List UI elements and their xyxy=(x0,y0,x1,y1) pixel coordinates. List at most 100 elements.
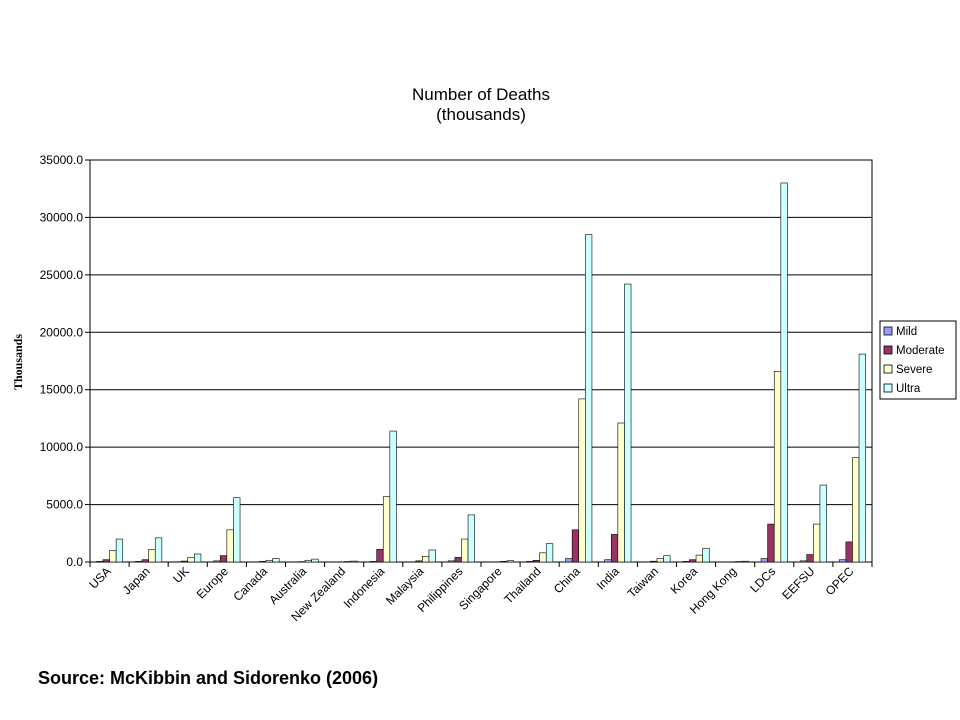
bar-mild-usa xyxy=(96,561,104,563)
legend-swatch xyxy=(883,326,893,336)
bar-severe-singapore xyxy=(500,561,508,563)
x-tick-label: Singapore xyxy=(456,564,505,613)
bar-ultra-australia xyxy=(311,558,319,563)
bar-mild-indonesia xyxy=(369,561,377,563)
bar-moderate-japan xyxy=(141,559,149,563)
chart-title: Number of Deaths xyxy=(412,85,550,104)
bar-severe-opec xyxy=(852,457,860,563)
bar-severe-usa xyxy=(109,550,117,563)
legend-box xyxy=(879,320,957,400)
bar-ultra-malaysia xyxy=(428,549,436,563)
x-tick-label: India xyxy=(594,564,623,593)
legend-swatch xyxy=(883,345,893,355)
y-tick-label: 15000.0 xyxy=(40,383,84,397)
x-tick-label: UK xyxy=(170,564,192,586)
legend-swatch xyxy=(883,364,893,374)
source-note: Source: McKibbin and Sidorenko (2006) xyxy=(38,668,379,688)
bar-moderate-ldcs xyxy=(767,523,775,563)
bar-ultra-new-zealand xyxy=(350,560,358,563)
bar-severe-china xyxy=(578,398,586,563)
y-tick-label: 0.0 xyxy=(66,555,83,569)
bar-moderate-india xyxy=(610,534,619,563)
y-tick-label: 30000.0 xyxy=(40,210,84,224)
bar-moderate-eefsu xyxy=(806,554,814,563)
bar-ultra-ldcs xyxy=(780,182,788,563)
x-tick-label: EEFSU xyxy=(779,564,817,602)
x-tick-label: USA xyxy=(86,564,113,591)
bar-mild-korea xyxy=(682,561,690,563)
bar-severe-japan xyxy=(148,549,156,563)
bar-ultra-hong-kong xyxy=(741,560,749,563)
bar-ultra-usa xyxy=(115,538,124,563)
x-tick-label: Indonesia xyxy=(341,564,388,611)
y-tick-label: 10000.0 xyxy=(40,440,84,454)
bar-severe-philippines xyxy=(461,538,469,563)
bar-mild-india xyxy=(604,559,612,563)
bar-ultra-eefsu xyxy=(819,484,827,563)
bar-moderate-uk xyxy=(180,560,189,563)
bar-mild-thailand xyxy=(526,561,534,563)
bar-mild-japan xyxy=(135,561,143,563)
bar-moderate-canada xyxy=(259,561,267,563)
bar-severe-australia xyxy=(304,559,312,563)
bar-moderate-korea xyxy=(689,559,697,563)
bar-moderate-malaysia xyxy=(415,560,423,563)
legend: Mild Moderate Severe Ultra xyxy=(879,320,957,400)
y-tick-label: 35000.0 xyxy=(40,153,84,167)
bar-mild-philippines xyxy=(447,560,456,563)
bar-ultra-thailand xyxy=(545,543,554,563)
bar-severe-thailand xyxy=(539,552,547,563)
bar-severe-malaysia xyxy=(422,555,430,563)
bar-severe-eefsu xyxy=(813,523,821,563)
bar-ultra-singapore xyxy=(506,560,515,563)
bar-ultra-japan xyxy=(154,537,163,563)
bar-mild-ldcs xyxy=(760,558,768,563)
bar-moderate-indonesia xyxy=(376,549,384,563)
legend-label: Ultra xyxy=(896,383,921,395)
legend-label: Mild xyxy=(896,326,917,338)
bar-ultra-china xyxy=(585,234,593,563)
bar-mild-opec xyxy=(838,559,847,563)
bar-ultra-europe xyxy=(233,497,241,563)
legend-label: Moderate xyxy=(896,345,945,357)
bar-severe-india xyxy=(617,422,625,563)
y-tick-label: 5000.0 xyxy=(46,498,83,512)
bar-ultra-opec xyxy=(858,353,866,563)
bar-severe-canada xyxy=(265,559,273,563)
bar-ultra-canada xyxy=(272,558,280,563)
bar-moderate-china xyxy=(571,529,580,563)
gridlines xyxy=(90,216,872,506)
x-tick-label: OPEC xyxy=(823,564,857,598)
bar-severe-korea xyxy=(695,554,703,563)
x-tick-label: Canada xyxy=(230,564,270,604)
bar-ultra-india xyxy=(624,283,632,563)
bar-ultra-indonesia xyxy=(389,430,397,563)
bars xyxy=(96,182,866,563)
bar-severe-indonesia xyxy=(382,496,391,563)
bar-moderate-opec xyxy=(845,541,853,563)
bar-severe-europe xyxy=(226,529,234,563)
x-tick-label: LDCs xyxy=(747,564,778,595)
bar-moderate-taiwan xyxy=(650,560,658,563)
x-tick-label: Thailand xyxy=(501,564,543,606)
legend-swatch xyxy=(883,383,893,393)
x-tick-label: China xyxy=(551,564,583,596)
legend-label: Severe xyxy=(896,364,932,376)
bar-ultra-uk xyxy=(194,553,202,563)
bar-moderate-usa xyxy=(102,559,110,563)
chart-subtitle: (thousands) xyxy=(436,105,526,124)
bar-ultra-philippines xyxy=(467,514,475,563)
bar-severe-ldcs xyxy=(773,371,782,563)
y-axis-label: Thousands xyxy=(11,334,25,390)
bar-moderate-europe xyxy=(219,555,228,563)
x-tick-label: Japan xyxy=(120,564,153,597)
bar-mild-eefsu xyxy=(799,560,808,563)
bar-mild-europe xyxy=(213,560,221,563)
bar-severe-uk xyxy=(187,557,195,563)
y-axis: 0.0 5000.0 10000.0 15000.0 20000.0 25000.0 300… xyxy=(40,153,90,569)
x-tick-label: Korea xyxy=(668,564,701,597)
y-tick-label: 25000.0 xyxy=(40,268,84,282)
x-tick-label: Europe xyxy=(194,564,231,601)
